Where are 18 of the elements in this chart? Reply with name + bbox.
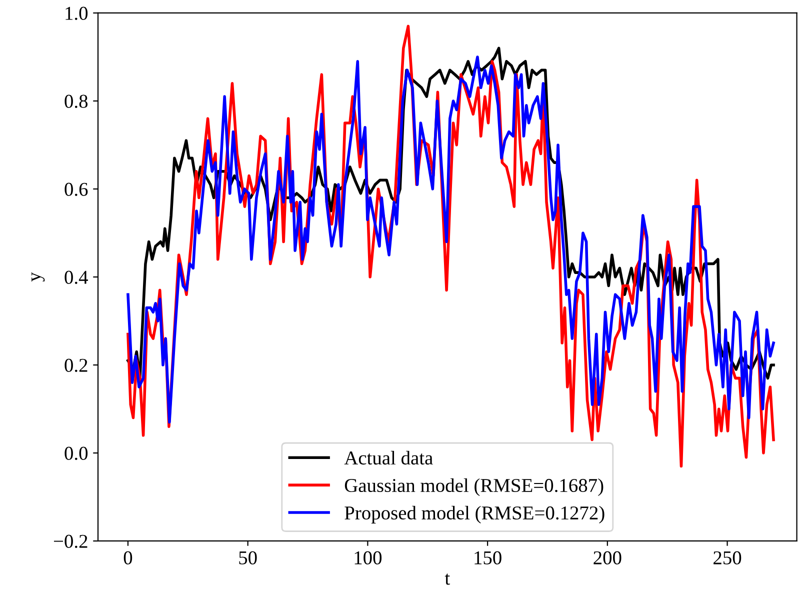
- y-tick-label: 0.2: [64, 358, 88, 372]
- y-tick-label: 0.6: [64, 182, 88, 196]
- y-tick-label: −0.2: [54, 534, 88, 548]
- legend-label: Proposed model (RMSE=0.1272): [344, 506, 604, 524]
- x-tick-label: 200: [594, 551, 622, 564]
- y-tick-label: 0.0: [64, 446, 88, 460]
- x-tick-label: 250: [714, 551, 742, 564]
- legend-label: Gaussian model (RMSE=0.1687): [344, 478, 604, 496]
- y-tick-label: 0.8: [64, 94, 88, 108]
- y-tick-label: 1.0: [66, 6, 88, 20]
- x-tick-label: 150: [474, 551, 502, 564]
- x-tick-label: 100: [354, 551, 382, 564]
- y-tick-label: 0.4: [64, 270, 88, 284]
- legend-label: Actual data: [344, 450, 433, 465]
- x-tick-label: 0: [124, 551, 132, 564]
- x-tick-label: 50: [239, 551, 257, 564]
- x-axis-title: t: [444, 574, 450, 585]
- y-axis-title: y: [32, 272, 45, 282]
